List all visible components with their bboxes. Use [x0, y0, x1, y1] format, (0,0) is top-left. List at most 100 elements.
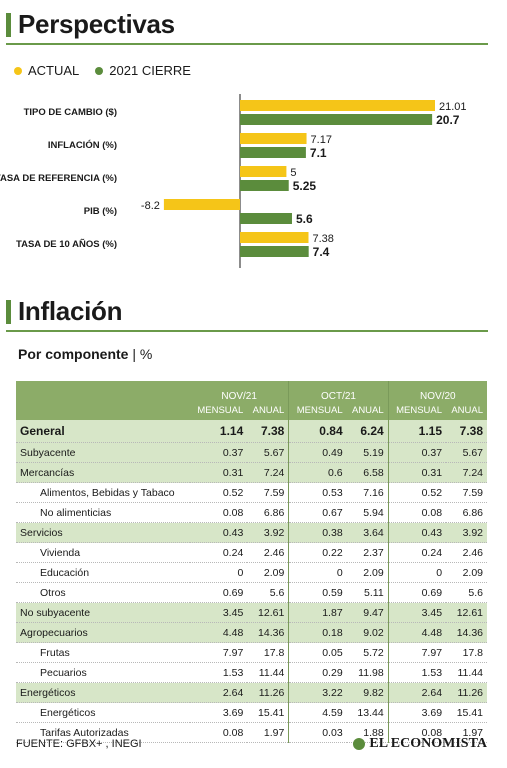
cell-value: 0.43	[190, 522, 248, 543]
category-label: TASA DE REFERENCIA (%)	[0, 173, 117, 184]
table-row: Frutas 7.97 17.8 0.05 5.72 7.97 17.8	[16, 642, 487, 663]
legend-label: 2021 CIERRE	[109, 63, 191, 78]
data-label: 5.6	[296, 212, 313, 226]
bar-actual	[240, 100, 435, 111]
section-marker	[6, 12, 11, 37]
legend-swatch	[14, 66, 22, 75]
cell-value: 15.41	[247, 702, 289, 723]
row-label: Subyacente	[16, 442, 190, 463]
cell-value: 6.58	[346, 462, 389, 483]
header-group: NOV/21	[190, 381, 289, 402]
data-label: 7.38	[312, 233, 333, 245]
cell-value: 14.36	[446, 622, 487, 643]
cell-value: 0.52	[190, 482, 248, 503]
subtitle-text: Por componente	[18, 346, 129, 362]
cell-value: 0.37	[190, 442, 248, 463]
row-label: No alimenticias	[16, 502, 190, 523]
cell-value: 0.37	[387, 442, 447, 463]
data-label: 7.1	[310, 146, 327, 160]
cell-value: 5.67	[446, 442, 487, 463]
cell-value: 0.18	[288, 622, 347, 643]
row-label: Pecuarios	[16, 662, 190, 683]
row-label: Energéticos	[16, 702, 190, 723]
header-blank	[16, 402, 190, 420]
row-label: Otros	[16, 582, 190, 603]
table-row: Agropecuarios 4.48 14.36 0.18 9.02 4.48 14.36	[16, 622, 487, 643]
cell-value: 5.94	[346, 502, 389, 523]
cell-value: 3.69	[190, 702, 248, 723]
table-row: Pecuarios 1.53 11.44 0.29 11.98 1.53 11.44	[16, 662, 487, 683]
row-label: Servicios	[16, 522, 190, 543]
cell-value: 0.69	[190, 582, 248, 603]
cell-value: 2.46	[247, 542, 289, 563]
row-label: Mercancías	[16, 462, 190, 483]
cell-value: 11.44	[446, 662, 487, 683]
data-label: 7.17	[311, 134, 332, 146]
header-subcol: ANUAL	[446, 402, 487, 420]
table-row: Alimentos, Bebidas y Tabaco 0.52 7.59 0.53 7…	[16, 482, 487, 503]
legend-swatch	[95, 66, 104, 75]
cell-value: 0.53	[288, 482, 347, 503]
bar-cierre	[240, 213, 292, 224]
cell-value: 0.6	[288, 462, 347, 483]
brand-icon	[353, 738, 366, 750]
section-title-text: Perspectivas	[18, 9, 175, 39]
cell-value: 7.24	[247, 462, 289, 483]
cell-value: 0.08	[190, 722, 248, 743]
cell-value: 0.29	[288, 662, 347, 683]
category-label: TIPO DE CAMBIO ($)	[24, 107, 117, 118]
cell-value: 14.36	[247, 622, 289, 643]
cell-value: 3.92	[446, 522, 487, 543]
header-subcol: ANUAL	[247, 402, 289, 420]
table-row: Subyacente 0.37 5.67 0.49 5.19 0.37 5.67	[16, 442, 487, 463]
cell-value: 9.02	[346, 622, 389, 643]
table-row: Energéticos 3.69 15.41 4.59 13.44 3.69 15.41	[16, 702, 487, 723]
section-rule	[6, 330, 488, 332]
data-label: 5	[290, 167, 296, 179]
bar-cierre	[240, 180, 289, 191]
cell-value: 0.49	[288, 442, 347, 463]
cell-value: 15.41	[446, 702, 487, 723]
cell-value: 0.24	[190, 542, 248, 563]
cell-value: 3.92	[247, 522, 289, 543]
cell-value: 7.97	[190, 642, 248, 663]
cell-value: 2.09	[446, 562, 487, 583]
source-note: FUENTE: GFBX+ , INEGI	[16, 738, 142, 750]
data-label: 21.01	[439, 101, 467, 113]
cell-value: 2.37	[346, 542, 389, 563]
cell-value: 11.44	[247, 662, 289, 683]
cell-value: 0.43	[387, 522, 447, 543]
cell-value: 11.98	[346, 662, 389, 683]
table-body: General 1.14 7.38 0.84 6.24 1.15 7.38 Subyacent…	[16, 420, 487, 743]
cell-value: 5.67	[247, 442, 289, 463]
category-label: PIB (%)	[84, 206, 117, 217]
data-label: 5.25	[293, 179, 317, 193]
bar-actual	[240, 232, 309, 243]
row-label: Alimentos, Bebidas y Tabaco	[16, 482, 190, 503]
cell-value: 3.22	[288, 682, 347, 703]
table-row: Vivienda 0.24 2.46 0.22 2.37 0.24 2.46	[16, 542, 487, 563]
table-row: Tarifas Autorizadas 0.08 1.97 0.03 1.88 0.08 1…	[16, 722, 487, 743]
cell-value: 7.38	[446, 420, 487, 443]
cell-value: 6.86	[446, 502, 487, 523]
cell-value: 0.84	[288, 420, 347, 443]
cell-value: 5.11	[346, 582, 389, 603]
section-title-perspectivas: Perspectivas	[6, 9, 175, 40]
cell-value: 12.61	[247, 602, 289, 623]
header-group: OCT/21	[288, 381, 389, 402]
brand-text: EL ECONOMISTA	[369, 736, 487, 751]
bar-cierre	[240, 114, 433, 125]
cell-value: 6.24	[346, 420, 389, 443]
cell-value: 1.88	[346, 722, 389, 743]
cell-value: 0.38	[288, 522, 347, 543]
cell-value: 0	[288, 562, 347, 583]
category-label: INFLACIÓN (%)	[48, 139, 117, 151]
cell-value: 0.52	[387, 482, 447, 503]
cell-value: 0.03	[288, 722, 347, 743]
cell-value: 0.67	[288, 502, 347, 523]
bar-actual	[240, 166, 287, 177]
cell-value: 11.26	[247, 682, 289, 703]
row-label: Vivienda	[16, 542, 190, 563]
cell-value: 7.59	[446, 482, 487, 503]
